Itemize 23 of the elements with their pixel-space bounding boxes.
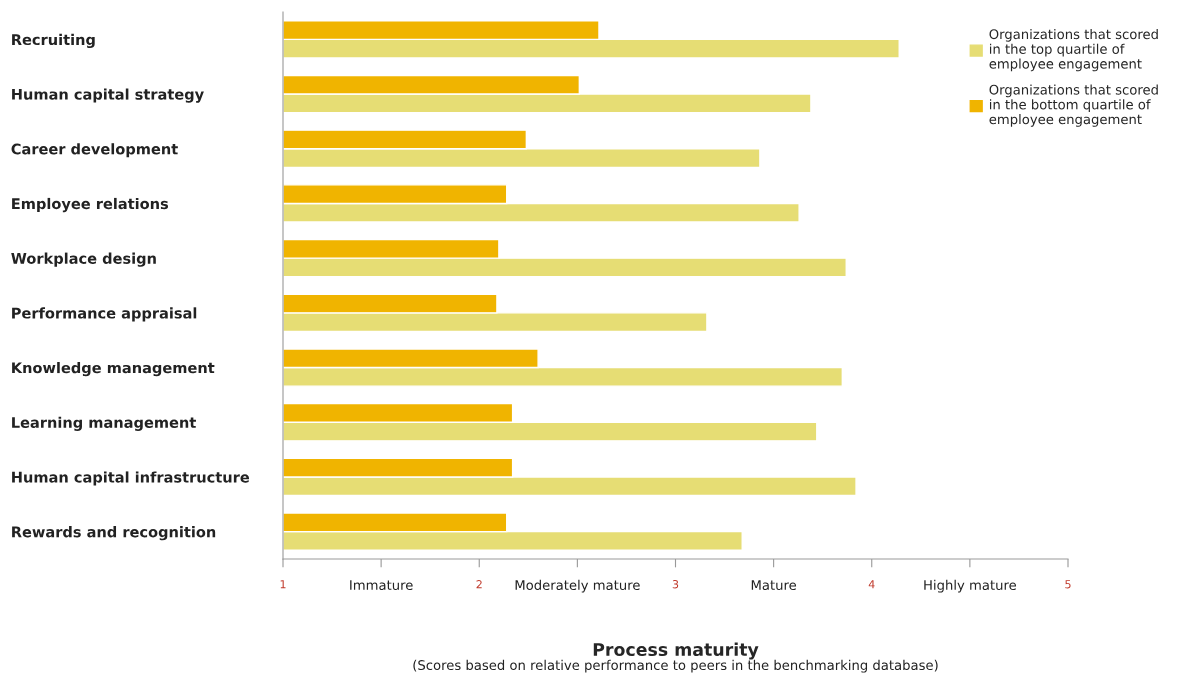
y-tick-label: Recruiting (12, 33, 95, 49)
x-tick-label: Highly mature (924, 579, 1017, 593)
x-tick-label: Moderately mature (515, 579, 640, 593)
y-tick-label: Workplace design (11, 252, 156, 267)
x-tick-label: 2 (476, 580, 482, 589)
y-tick-label: Knowledge management (12, 362, 215, 377)
y-tick-label: Employee relations (12, 197, 169, 213)
y-tick-label: Human capital infrastructure (12, 471, 250, 486)
y-tick-label: Rewards and recognition (12, 526, 216, 541)
x-tick-label: 5 (1065, 580, 1071, 589)
x-tick-label: 1 (280, 580, 286, 589)
y-tick-label: Performance appraisal (12, 307, 197, 322)
y-tick-label: Career development (11, 143, 178, 158)
text: (Scores based on relative performance to peers in the benchmarking database) (413, 659, 938, 673)
y-tick-label: Learning management (12, 416, 196, 431)
x-tick-label: Immature (350, 580, 413, 591)
x-tick-label: 4 (868, 580, 875, 589)
y-tick-label: Human capital strategy (12, 88, 204, 103)
x-axis-title: Process maturity (593, 642, 759, 660)
legend-label: Organizations that scored in the top quartile of employee engagement (989, 28, 1158, 72)
x-tick-label: Mature (751, 580, 797, 591)
legend-label: Organizations that scored in the bottom quartile of employee engagement (989, 84, 1158, 127)
x-tick-label: 3 (672, 580, 679, 589)
